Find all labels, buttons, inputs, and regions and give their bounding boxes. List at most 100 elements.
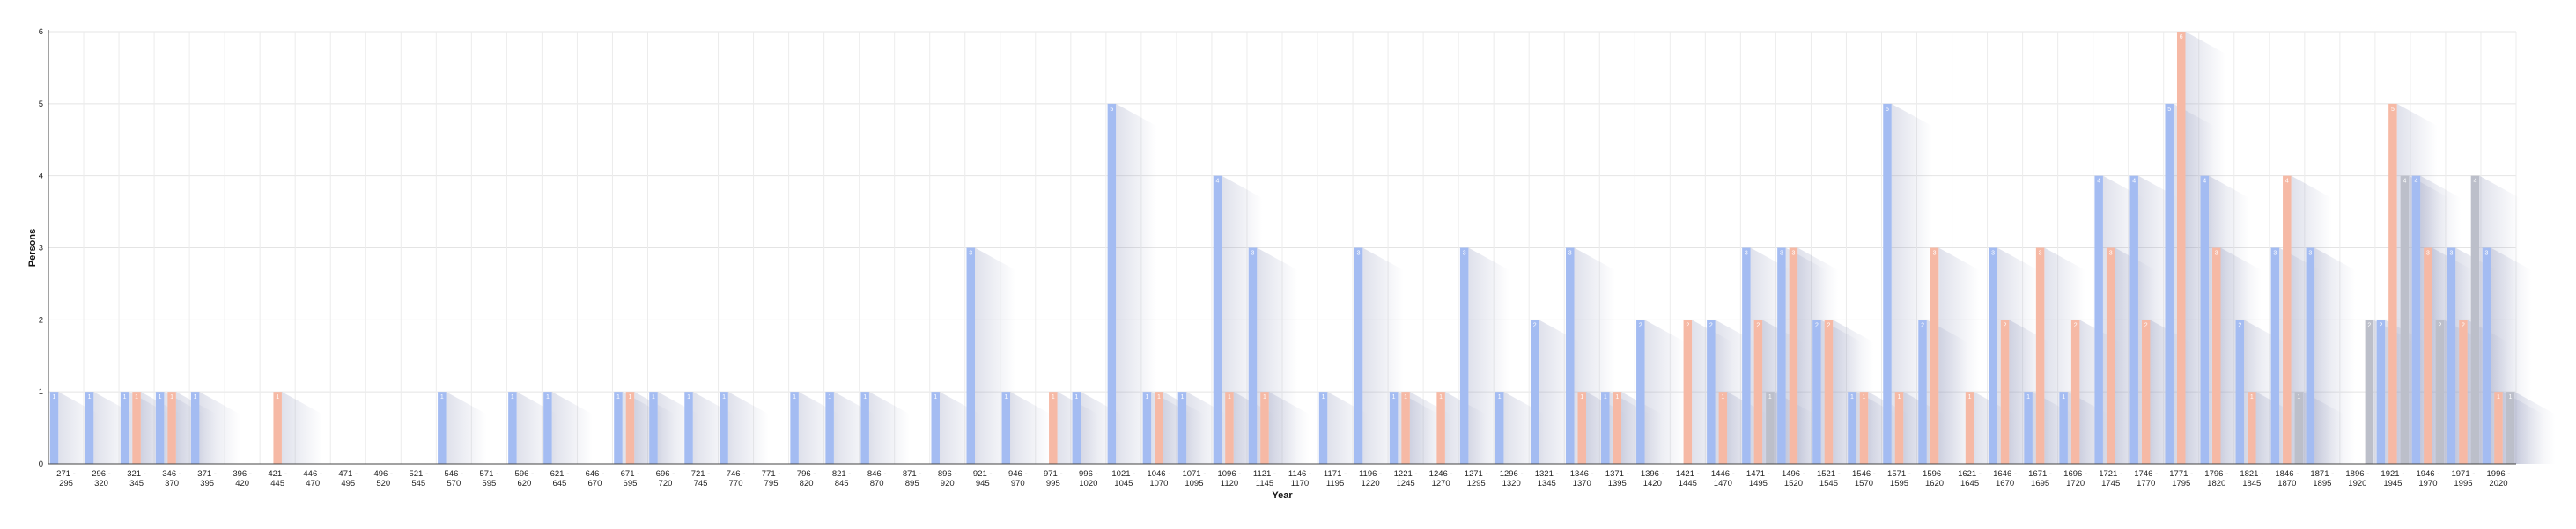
bar-value-label: 3 — [1357, 251, 1361, 257]
bar-value-label: 1 — [1604, 394, 1607, 400]
bar — [625, 392, 635, 464]
bar-value-label: 3 — [1251, 251, 1255, 257]
bar — [1495, 392, 1504, 464]
bar — [2059, 392, 2068, 464]
x-tick-label: 271 -295 — [56, 469, 76, 489]
bar — [1789, 247, 1798, 464]
bar — [543, 392, 552, 464]
bar — [1260, 392, 1269, 464]
bar-value-label: 1 — [1498, 394, 1502, 400]
bar — [1577, 392, 1586, 464]
bar-shadow — [1268, 392, 1310, 464]
bar — [1436, 392, 1445, 464]
bar — [1636, 320, 1645, 464]
bar-value-label: 1 — [1968, 394, 1972, 400]
y-tick-label: 4 — [39, 172, 43, 181]
bar-value-label: 1 — [1322, 394, 1325, 400]
y-tick-label: 3 — [39, 244, 43, 253]
bar-value-label: 1 — [440, 394, 444, 400]
bar-value-label: 5 — [1110, 107, 1113, 113]
bar-value-label: 4 — [1216, 179, 1220, 185]
bar — [1142, 392, 1152, 464]
x-tick-label: 1321 -1345 — [1535, 469, 1559, 489]
x-tick-label: 696 -720 — [656, 469, 675, 489]
x-tick-label: 646 -670 — [586, 469, 605, 489]
bar — [1753, 320, 1763, 464]
bar-value-label: 2 — [2074, 322, 2078, 328]
axes — [48, 30, 2516, 465]
bar — [2270, 247, 2280, 464]
bar-value-label: 3 — [2485, 251, 2489, 257]
x-tick-label: 871 -895 — [903, 469, 922, 489]
bar-value-label: 1 — [1768, 394, 1772, 400]
bar — [2388, 103, 2397, 464]
bar — [2070, 320, 2080, 464]
bar-value-label: 1 — [135, 394, 138, 400]
x-tick-label: 546 -570 — [445, 469, 464, 489]
bar — [1401, 392, 1410, 464]
x-tick-label: 1771 -1795 — [2169, 469, 2193, 489]
x-tick-label: 521 -545 — [409, 469, 428, 489]
bar-shadow — [2514, 392, 2556, 464]
bar-value-label: 1 — [511, 394, 514, 400]
bar — [2248, 392, 2256, 464]
bar-value-label: 2 — [1756, 322, 1760, 328]
bar — [1601, 392, 1610, 464]
y-tick-label: 5 — [39, 99, 43, 109]
bar-value-label: 1 — [1392, 394, 1396, 400]
bar-value-label: 1 — [934, 394, 937, 400]
bar — [2141, 320, 2151, 464]
bar — [2235, 320, 2245, 464]
bar — [2165, 103, 2174, 464]
bar — [1894, 392, 1904, 464]
x-tick-label: 1396 -1420 — [1641, 469, 1664, 489]
bar — [1354, 247, 1363, 464]
x-tick-label: 1121 -1145 — [1253, 469, 1276, 489]
bar — [860, 392, 869, 464]
x-tick-label: 371 -395 — [197, 469, 217, 489]
bar-value-label: 3 — [2039, 251, 2042, 257]
bar-value-label: 3 — [1745, 251, 1748, 257]
x-tick-label: 571 -595 — [480, 469, 499, 489]
x-tick-label: 1871 -1895 — [2310, 469, 2334, 489]
bar — [1213, 175, 1222, 464]
bar-value-label: 2 — [2238, 322, 2241, 328]
x-tick-label: 1546 -1570 — [1852, 469, 1876, 489]
bar — [2294, 392, 2304, 464]
bar-value-label: 1 — [159, 394, 162, 400]
bar — [2400, 175, 2410, 464]
bar — [1918, 320, 1927, 464]
bar — [1707, 320, 1716, 464]
bar — [1777, 247, 1786, 464]
bar-value-label: 1 — [53, 394, 56, 400]
bar — [1565, 247, 1575, 464]
bar-value-label: 1 — [123, 394, 127, 400]
x-tick-label: 296 -320 — [92, 469, 111, 489]
bar-value-label: 3 — [2109, 251, 2113, 257]
bar-value-label: 2 — [2379, 322, 2382, 328]
bar — [167, 392, 176, 464]
y-tick-label: 1 — [39, 387, 43, 397]
x-tick-label: 846 -870 — [867, 469, 887, 489]
x-tick-label: 1671 -1695 — [2028, 469, 2052, 489]
bar — [1107, 103, 1117, 464]
x-tick-label: 346 -370 — [162, 469, 181, 489]
bar — [614, 392, 623, 464]
bar — [2494, 392, 2503, 464]
bar — [155, 392, 165, 464]
x-tick-label: 1996 -2020 — [2487, 469, 2511, 489]
bar — [790, 392, 799, 464]
x-tick-label: 1971 -1995 — [2451, 469, 2475, 489]
x-tick-label: 1746 -1770 — [2134, 469, 2158, 489]
bar-value-label: 3 — [2450, 251, 2454, 257]
bar-value-label: 1 — [1439, 394, 1443, 400]
bar — [2376, 320, 2386, 464]
bar-value-label: 6 — [2180, 34, 2183, 40]
bar-value-label: 2 — [1815, 322, 1819, 328]
x-tick-label: 996 -1020 — [1079, 469, 1098, 489]
bar-value-label: 1 — [1580, 394, 1583, 400]
bar — [2435, 320, 2445, 464]
bar-shadow — [1010, 392, 1052, 464]
bar — [508, 392, 517, 464]
bar — [825, 392, 834, 464]
